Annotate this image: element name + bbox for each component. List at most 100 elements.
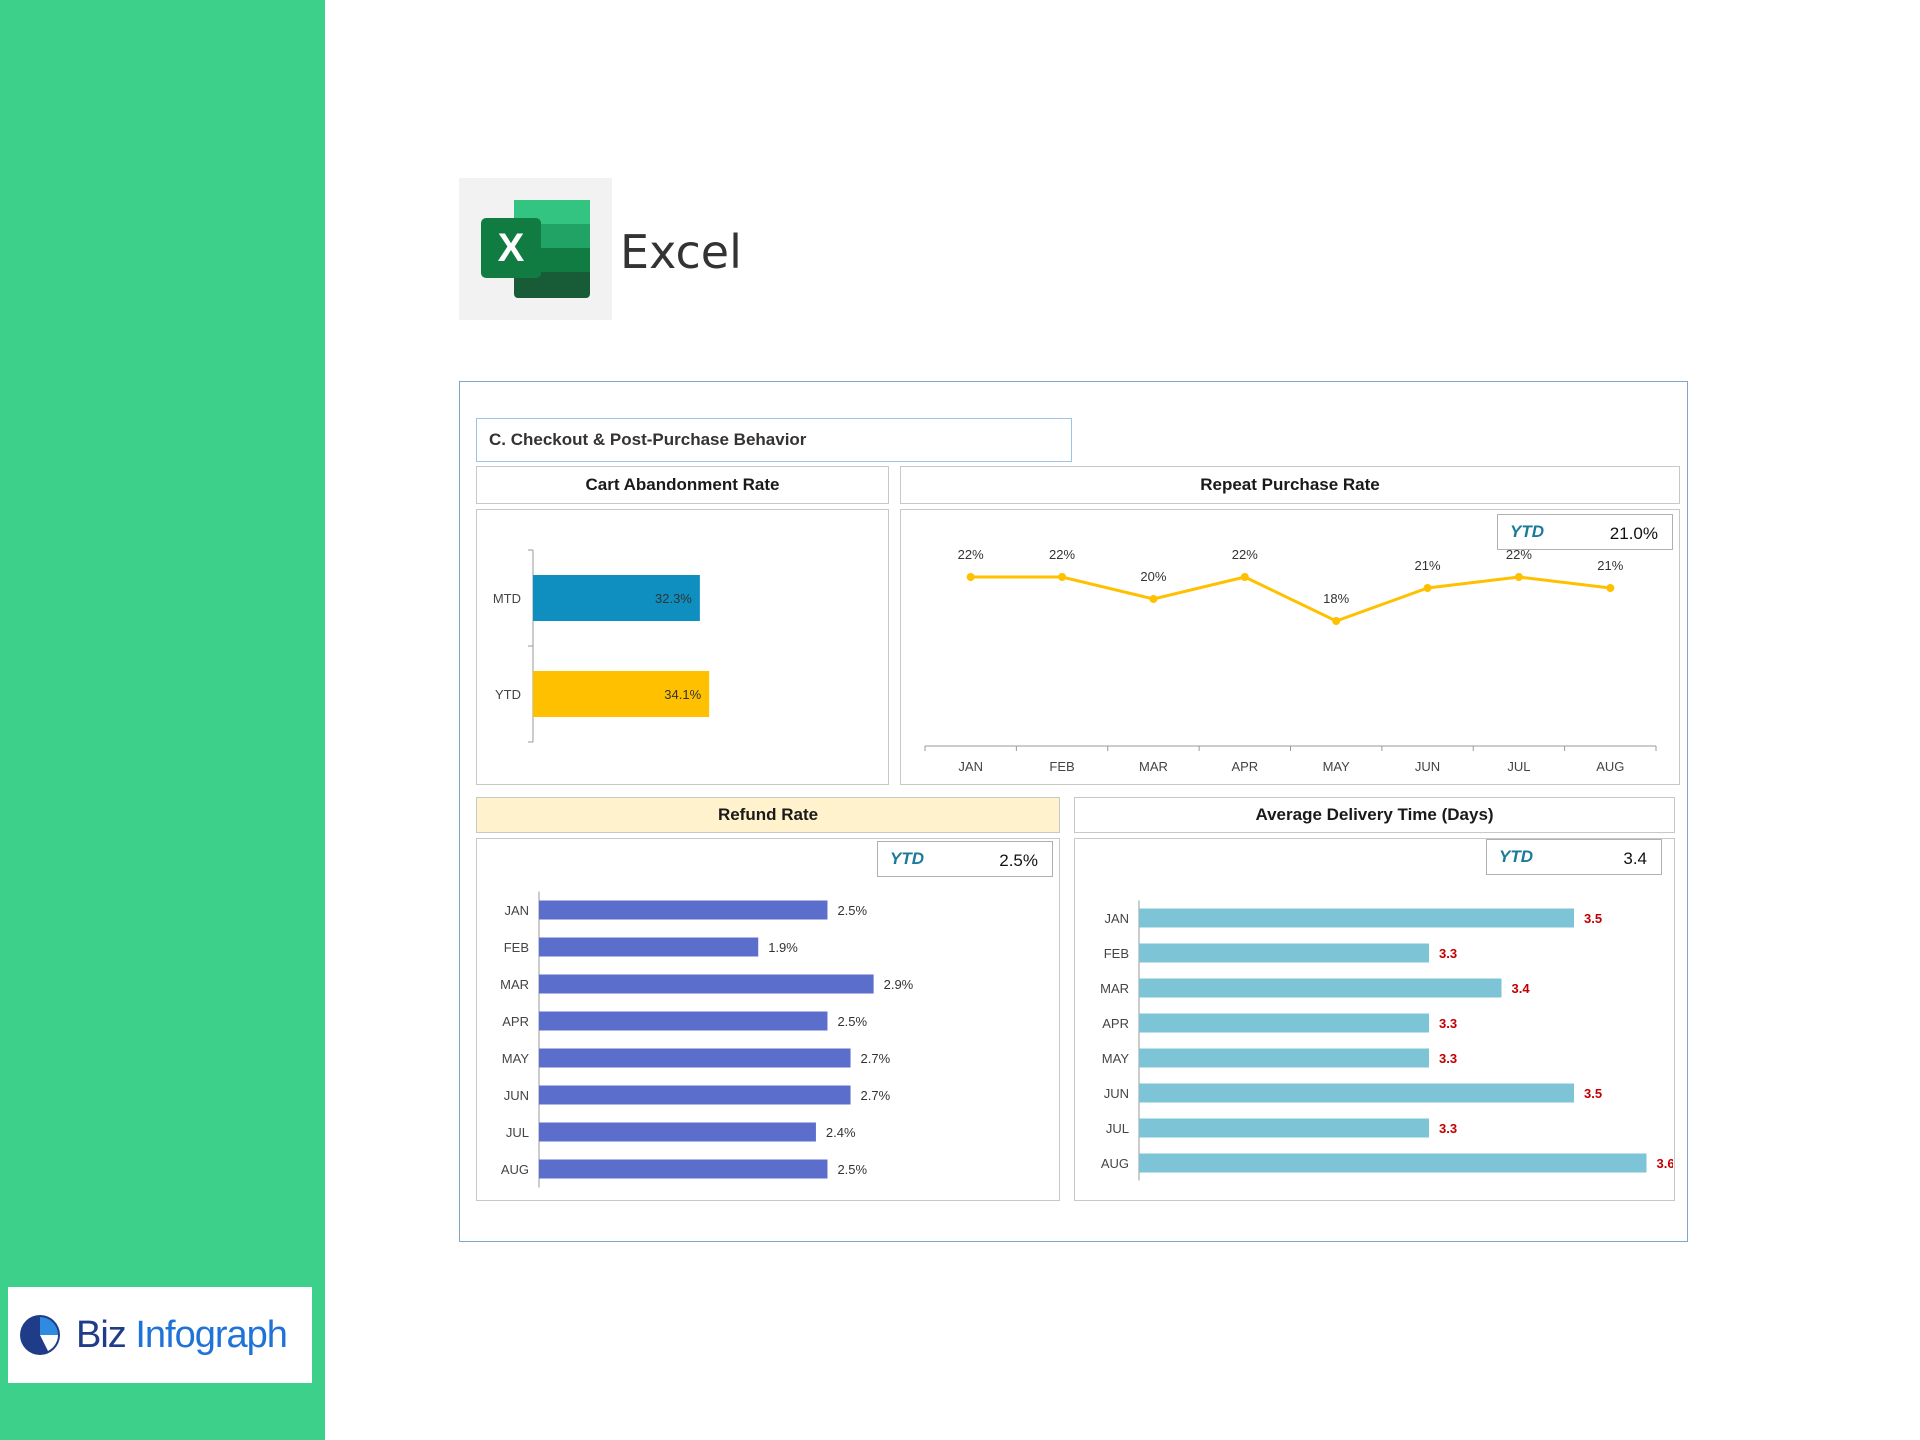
data-label: 2.5% [837, 1014, 867, 1029]
bar [1139, 943, 1429, 963]
refund-rate-title: Refund Rate [476, 797, 1060, 833]
data-label: 34.1% [664, 687, 701, 702]
bar [539, 1048, 851, 1068]
data-label: 3.3 [1439, 1121, 1457, 1136]
pie-logo-icon [20, 1315, 60, 1355]
category-label: FEB [1049, 759, 1074, 774]
delivery-time-title: Average Delivery Time (Days) [1074, 797, 1675, 833]
bar [539, 900, 828, 920]
category-label: APR [1102, 1016, 1129, 1031]
data-label: 21% [1597, 558, 1623, 573]
category-label: YTD [495, 687, 521, 702]
bar [539, 1159, 828, 1179]
app-name: Excel [620, 225, 742, 279]
biz-infograph-logo: Biz Infograph [8, 1287, 312, 1383]
category-label: JUL [506, 1125, 529, 1140]
bar [1139, 908, 1574, 928]
data-label: 18% [1323, 591, 1349, 606]
data-label: 21% [1415, 558, 1441, 573]
delivery-ytd-box: YTD 3.4 [1486, 839, 1662, 875]
data-point [1606, 584, 1615, 592]
data-label: 2.4% [826, 1125, 856, 1140]
repeat-purchase-chart: 22% JAN 22% FEB 20% MAR 22% APR 18% MAY 21% JUN 22% J… [924, 547, 1657, 774]
data-point [966, 573, 975, 581]
data-label: 2.9% [884, 977, 914, 992]
delivery-time-chart-panel: JAN 3.5 FEB 3.3 MAR 3.4 APR 3.3 MAY 3.3 JUN 3.5 JUL 3… [1074, 838, 1675, 1201]
bar [1139, 1013, 1429, 1033]
section-title: C. Checkout & Post-Purchase Behavior [476, 418, 1072, 462]
data-label: 3.6 [1657, 1156, 1674, 1171]
excel-icon: X [459, 178, 612, 320]
category-label: JUN [1415, 759, 1440, 774]
category-label: JUN [504, 1088, 529, 1103]
bar [1139, 1048, 1429, 1068]
refund-rate-chart-panel: JAN 2.5% FEB 1.9% MAR 2.9% APR 2.5% MAY 2.7% JUN 2.… [476, 838, 1060, 1201]
data-label: 3.3 [1439, 1016, 1457, 1031]
category-label: AUG [501, 1162, 529, 1177]
bar [1139, 1153, 1647, 1173]
category-label: JAN [958, 759, 983, 774]
bar [539, 1122, 816, 1142]
category-label: AUG [1101, 1156, 1129, 1171]
bar [1139, 1083, 1574, 1103]
data-point [1240, 573, 1249, 581]
ytd-label: YTD [1499, 847, 1533, 866]
refund-ytd-box: YTD 2.5% [877, 841, 1053, 877]
repeat-ytd-box: YTD 21.0% [1497, 514, 1673, 550]
cart-abandonment-title: Cart Abandonment Rate [476, 466, 889, 504]
data-label: 3.3 [1439, 946, 1457, 961]
category-label: JAN [1104, 911, 1129, 926]
cart-abandonment-chart: MTD 32.3% YTD 34.1% [493, 549, 710, 743]
ytd-label: YTD [1510, 522, 1544, 541]
category-label: AUG [1596, 759, 1624, 774]
sidebar [0, 0, 325, 1440]
data-label: 2.5% [837, 1162, 867, 1177]
data-label: 22% [958, 547, 984, 562]
category-label: FEB [504, 940, 529, 955]
data-point [1332, 617, 1341, 625]
category-label: MAY [1102, 1051, 1130, 1066]
bar [533, 575, 700, 621]
bar [539, 974, 874, 994]
repeat-purchase-title: Repeat Purchase Rate [900, 466, 1680, 504]
data-point [1423, 584, 1432, 592]
data-point [1514, 573, 1523, 581]
bar [1139, 978, 1502, 998]
repeat-purchase-chart-panel: 22% JAN 22% FEB 20% MAR 22% APR 18% MAY 21% JUN 22% J… [900, 509, 1680, 785]
series-line [970, 575, 1611, 623]
category-label: JUL [1106, 1121, 1129, 1136]
repeat-ytd-value: 21.0% [1609, 524, 1658, 543]
delivery-ytd-value: 3.4 [1623, 849, 1647, 868]
brand-part1: Biz [76, 1313, 127, 1356]
category-label: APR [1231, 759, 1258, 774]
data-label: 1.9% [768, 940, 798, 955]
brand-name: Biz Infograph [76, 1313, 288, 1357]
data-point [1149, 595, 1158, 603]
category-label: JUN [1104, 1086, 1129, 1101]
category-label: MTD [493, 591, 521, 606]
svg-text:X: X [498, 226, 525, 270]
category-label: MAY [1323, 759, 1351, 774]
delivery-time-chart: JAN 3.5 FEB 3.3 MAR 3.4 APR 3.3 MAY 3.3 JUN 3.5 JUL 3… [1100, 900, 1675, 1181]
bar [533, 671, 710, 717]
category-label: MAY [502, 1051, 530, 1066]
data-label: 3.5 [1584, 911, 1602, 926]
data-label: 2.7% [861, 1051, 891, 1066]
data-label: 22% [1232, 547, 1258, 562]
category-label: MAR [1100, 981, 1129, 996]
data-label: 3.4 [1512, 981, 1531, 996]
data-label: 3.5 [1584, 1086, 1602, 1101]
category-label: APR [502, 1014, 529, 1029]
bar [539, 1085, 851, 1105]
data-label: 3.3 [1439, 1051, 1457, 1066]
data-label: 2.5% [837, 903, 867, 918]
category-label: FEB [1104, 946, 1129, 961]
data-label: 22% [1049, 547, 1075, 562]
cart-abandonment-chart-panel: MTD 32.3% YTD 34.1% [476, 509, 889, 785]
data-label: 22% [1506, 547, 1532, 562]
brand-part2: Infograph [135, 1313, 288, 1356]
ytd-label: YTD [890, 849, 924, 868]
data-label: 2.7% [861, 1088, 891, 1103]
bar [1139, 1118, 1429, 1138]
category-label: JUL [1507, 759, 1530, 774]
